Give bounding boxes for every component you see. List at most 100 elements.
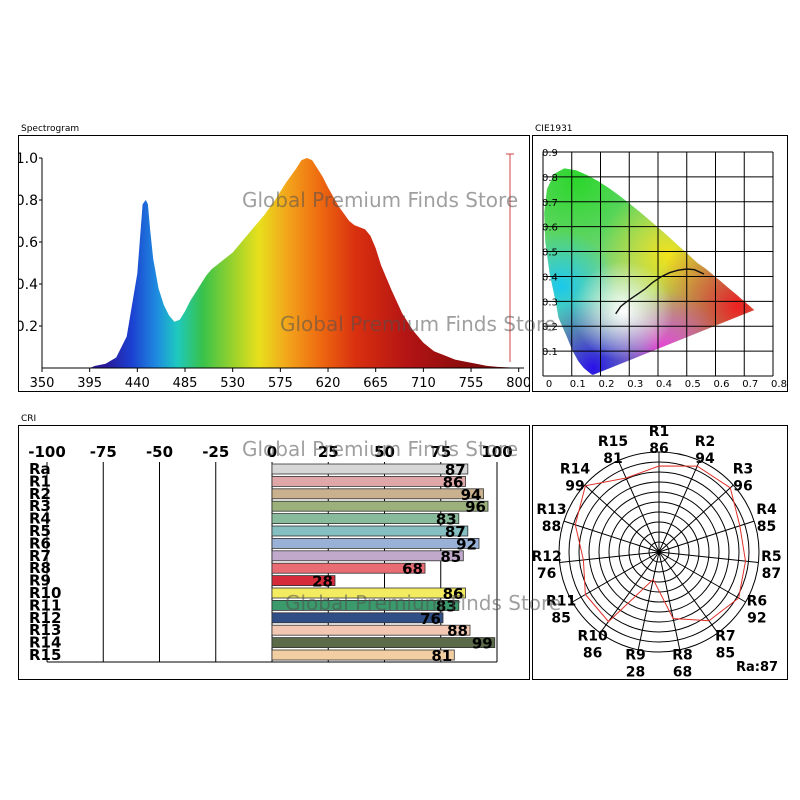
cri-value-label: 99 — [472, 635, 493, 653]
spec-x-tick-label: 755 — [459, 376, 484, 391]
spec-x-tick-label: 440 — [125, 376, 150, 391]
cri-value-label: 28 — [312, 573, 333, 591]
radar-axis-label: R12 — [533, 549, 562, 565]
cri-bar — [271, 488, 484, 500]
cri-bar — [271, 649, 455, 661]
cie-x-tick-label: 0.3 — [627, 379, 643, 390]
spec-x-tick-label: 710 — [411, 376, 436, 391]
cri-x-tick-label: -75 — [90, 443, 117, 461]
cri-category-label: Ra — [29, 460, 51, 478]
spec-x-tick-label: 485 — [173, 376, 198, 391]
cri-bar — [271, 612, 444, 624]
spec-y-tick-label: 1.0 — [19, 151, 38, 167]
cri-radar-panel: R1 86 R2 94 R3 96 R4 85 R5 87 R6 92 R7 85 R8 68 R9 28 R10 8… — [532, 425, 788, 680]
radar-value-label: 88 — [542, 519, 561, 535]
radar-axis-label: R9 — [625, 648, 646, 664]
radar-axis-label: R13 — [536, 502, 566, 518]
cri-bar — [271, 637, 496, 649]
radar-spoke — [658, 460, 701, 553]
cri-value-label: 94 — [461, 486, 482, 504]
radar-axis-label: R6 — [747, 594, 768, 610]
radar-axis-label: R4 — [756, 502, 777, 518]
cri-category-label: R15 — [29, 646, 61, 664]
cie-y-tick-label: 0.1 — [542, 347, 558, 358]
cri-value-label: 87 — [445, 523, 466, 541]
cri-value-label: 85 — [440, 548, 461, 566]
radar-value-label: 86 — [583, 645, 602, 661]
radar-spoke — [658, 520, 755, 553]
radar-value-label: 96 — [733, 478, 752, 494]
radar-value-label: 94 — [695, 451, 715, 467]
spec-x-tick-label: 530 — [220, 376, 245, 391]
radar-value-label: 85 — [551, 611, 570, 627]
cie-x-tick-label: 0.2 — [599, 379, 615, 390]
cri-bar — [271, 513, 460, 524]
radar-spoke — [599, 551, 660, 634]
radar-axis-label: R7 — [715, 628, 736, 644]
radar-value-label: 87 — [762, 566, 781, 582]
cri-title: CRI — [21, 414, 37, 424]
radar-spoke — [637, 551, 660, 650]
radar-value-label: 99 — [565, 478, 584, 494]
spec-y-tick-label: 0.6 — [19, 235, 38, 251]
radar-spoke — [584, 484, 660, 553]
cri-category-label: R13 — [29, 621, 61, 639]
radar-axis-label: R14 — [560, 461, 591, 477]
cie-x-tick-label: 0.5 — [685, 379, 701, 390]
radar-spoke — [658, 551, 746, 603]
radar-axis-label: R2 — [695, 434, 716, 450]
spec-x-tick-label: 800 — [506, 376, 529, 391]
spec-y-tick-label: 0.8 — [19, 193, 38, 209]
radar-spoke — [572, 551, 660, 603]
radar-spoke — [563, 520, 660, 553]
radar-series — [574, 465, 747, 623]
radar-value-label: 81 — [603, 451, 622, 467]
radar-value-label: 86 — [649, 441, 668, 457]
cri-bar — [271, 575, 336, 587]
radar-axis-label: R5 — [761, 549, 782, 565]
cri-x-tick-label: -25 — [202, 443, 229, 461]
cie-gamut-fill — [544, 168, 755, 375]
cie-y-tick-label: 0.4 — [542, 272, 558, 283]
cri-value-label: 83 — [436, 511, 457, 529]
radar-spoke — [658, 551, 719, 634]
spectrum-area — [42, 158, 519, 368]
cri-bar — [271, 476, 466, 487]
cri-value-label: 81 — [431, 647, 452, 665]
cie-y-tick-label: 0.5 — [542, 248, 558, 259]
cri-category-label: R12 — [29, 609, 61, 627]
cie-y-tick-label: 0.7 — [542, 198, 558, 209]
radar-value-label: 68 — [673, 665, 692, 680]
cri-bar — [271, 599, 460, 611]
radar-value-label: 85 — [716, 645, 735, 661]
cri-bar — [271, 463, 469, 475]
cie-x-tick-label: 0 — [546, 379, 552, 390]
cie-x-tick-label: 0.7 — [742, 379, 758, 390]
cri-value-label: 86 — [443, 473, 464, 491]
radar-axis-label: R11 — [546, 594, 576, 610]
cri-value-label: 86 — [443, 585, 464, 603]
cri-category-label: R6 — [29, 534, 51, 552]
cri-value-label: 96 — [465, 498, 486, 516]
cri-category-label: R1 — [29, 472, 51, 490]
cri-x-tick-label: -100 — [28, 443, 66, 461]
spec-y-tick-label: 0.2 — [19, 319, 38, 335]
cri-x-tick-label: 50 — [374, 443, 395, 461]
cri-value-label: 68 — [402, 560, 423, 578]
spectrogram-panel: Spectrogram 350 395 440 485 530 575 620 665 710 7… — [18, 124, 530, 392]
cie-x-tick-label: 0.8 — [771, 379, 787, 390]
cri-value-label: 76 — [420, 610, 441, 628]
cri-category-label: R10 — [29, 584, 61, 602]
radar-summary: Ra:87 — [736, 660, 778, 675]
cri-bar — [271, 525, 469, 537]
radar-spoke — [658, 484, 734, 553]
cri-category-label: R14 — [29, 634, 61, 652]
radar-axis-label: R15 — [598, 434, 628, 450]
cri-category-label: R9 — [29, 572, 51, 590]
radar-spoke — [658, 551, 759, 563]
cri-category-label: R2 — [29, 485, 51, 503]
radar-value-label: 92 — [747, 611, 766, 627]
planckian-locus — [615, 268, 705, 315]
radar-axis-label: R3 — [733, 461, 754, 477]
cri-bar — [271, 587, 466, 599]
